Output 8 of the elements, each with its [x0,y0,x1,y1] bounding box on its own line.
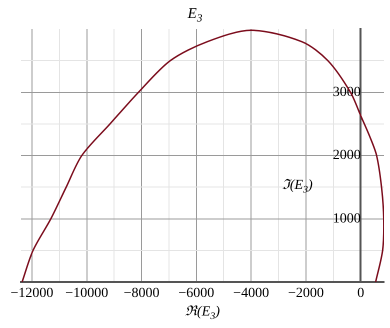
x-tick-label: 0 [357,286,364,302]
x-tick-label: −6000 [178,286,214,302]
x-tick-label: −8000 [124,286,160,302]
x-tick-label: −4000 [233,286,270,302]
x-tick-label: −2000 [288,286,324,302]
line-series [21,30,384,282]
x-tick-label: −12000 [10,286,54,302]
x-tick-label: −10000 [65,286,108,302]
